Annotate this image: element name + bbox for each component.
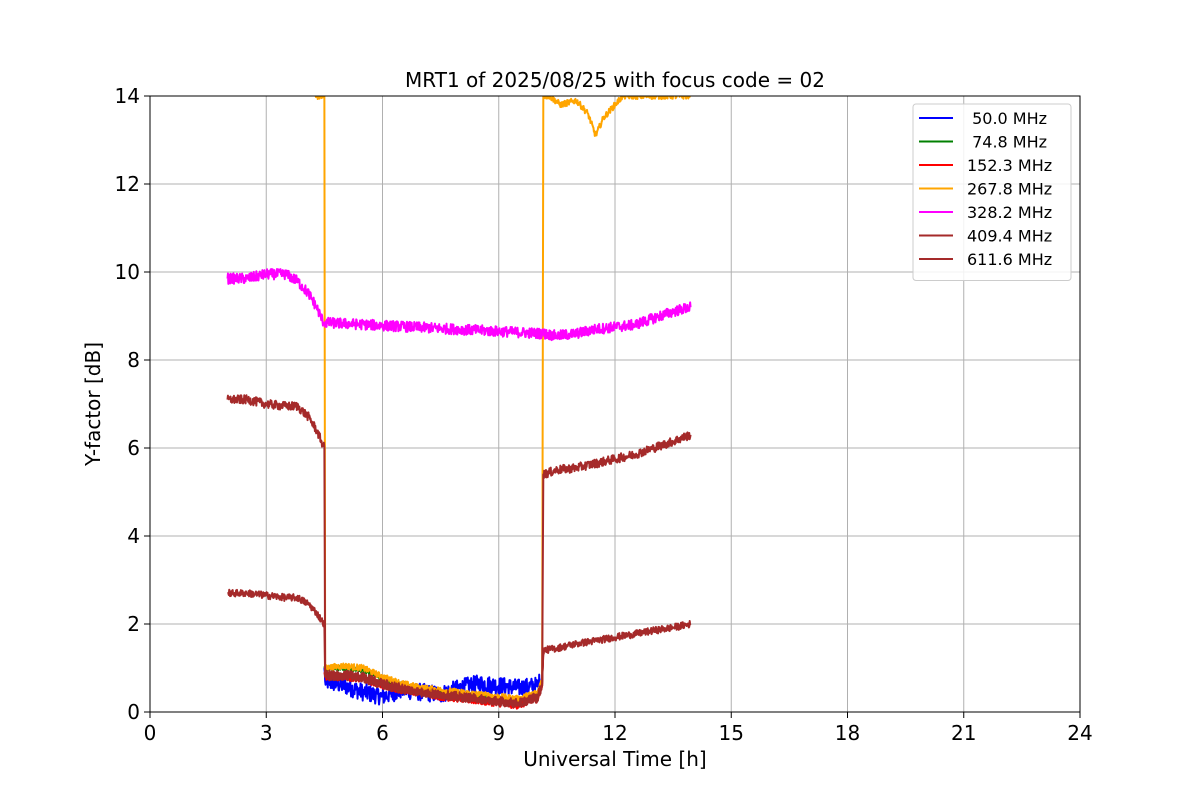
y-axis-label: Y-factor [dB] — [81, 342, 105, 467]
x-tick-label: 0 — [144, 721, 157, 745]
legend-entry: 74.8 MHz — [967, 133, 1047, 152]
chart-title: MRT1 of 2025/08/25 with focus code = 02 — [405, 68, 825, 92]
legend-entry: 50.0 MHz — [967, 109, 1047, 128]
x-tick-label: 6 — [376, 721, 389, 745]
y-tick-label: 8 — [127, 348, 140, 372]
y-tick-label: 2 — [127, 612, 140, 636]
x-tick-label: 9 — [492, 721, 505, 745]
x-axis-label: Universal Time [h] — [523, 747, 706, 771]
legend-entry: 409.4 MHz — [967, 227, 1052, 246]
x-tick-label: 15 — [719, 721, 744, 745]
y-tick-label: 6 — [127, 436, 140, 460]
legend-entry: 328.2 MHz — [967, 203, 1052, 222]
y-tick-label: 0 — [127, 700, 140, 724]
series-line — [323, 650, 545, 706]
y-tick-label: 10 — [115, 260, 140, 284]
series-layer — [226, 96, 692, 710]
x-tick-label: 21 — [951, 721, 976, 745]
y-tick-label: 4 — [127, 524, 140, 548]
series-line — [226, 588, 692, 709]
x-tick-label: 12 — [602, 721, 627, 745]
series-line — [226, 267, 692, 342]
legend: 50.0 MHz 74.8 MHz 152.3 MHz 267.8 MHz 328.2… — [912, 103, 1072, 281]
y-tick-label: 12 — [115, 172, 140, 196]
legend-entry: 152.3 MHz — [967, 156, 1052, 175]
x-tick-label: 18 — [835, 721, 860, 745]
x-tick-label: 24 — [1067, 721, 1092, 745]
legend-entry: 611.6 MHz — [967, 250, 1052, 269]
legend-entry: 267.8 MHz — [967, 180, 1052, 199]
y-tick-label: 14 — [115, 84, 140, 108]
x-tick-label: 3 — [260, 721, 273, 745]
